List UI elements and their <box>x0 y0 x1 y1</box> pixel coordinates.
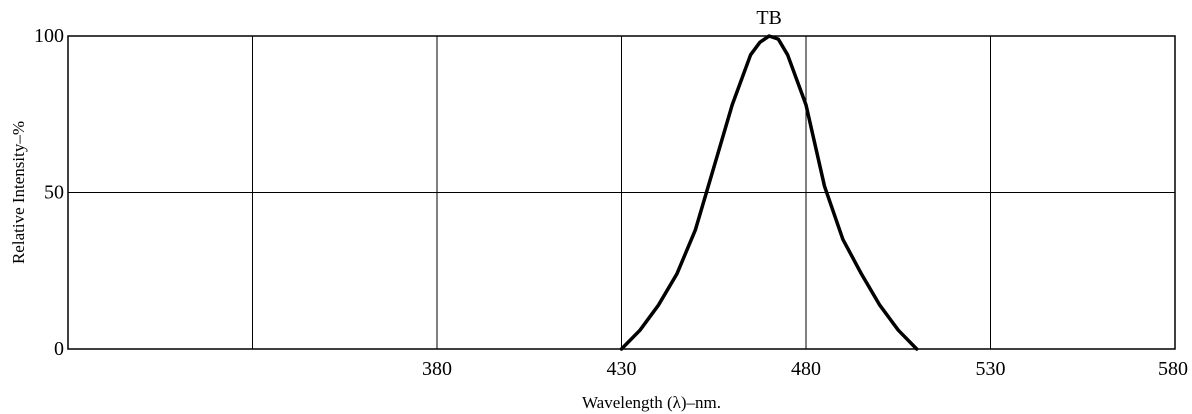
x-axis-label: Wavelength (λ)–nm. <box>582 393 721 412</box>
series-label: TB <box>756 7 782 29</box>
x-tick-label: 530 <box>976 358 1006 380</box>
x-tick-label: 430 <box>607 358 637 380</box>
series-layer: TB <box>619 7 919 351</box>
y-tick-label: 100 <box>34 25 64 47</box>
series-line-tb <box>619 34 919 351</box>
x-tick-label: 380 <box>422 358 452 380</box>
y-tick-label: 0 <box>54 338 64 360</box>
x-tick-label: 480 <box>791 358 821 380</box>
x-tick-labels: 380 430 480 530 580 <box>422 358 1188 380</box>
y-tick-label: 50 <box>44 182 64 204</box>
y-tick-labels: 0 50 100 <box>34 25 64 360</box>
grid <box>68 36 1175 349</box>
x-tick-label: 580 <box>1158 358 1188 380</box>
y-axis-label: Relative Intensity–% <box>9 121 28 264</box>
